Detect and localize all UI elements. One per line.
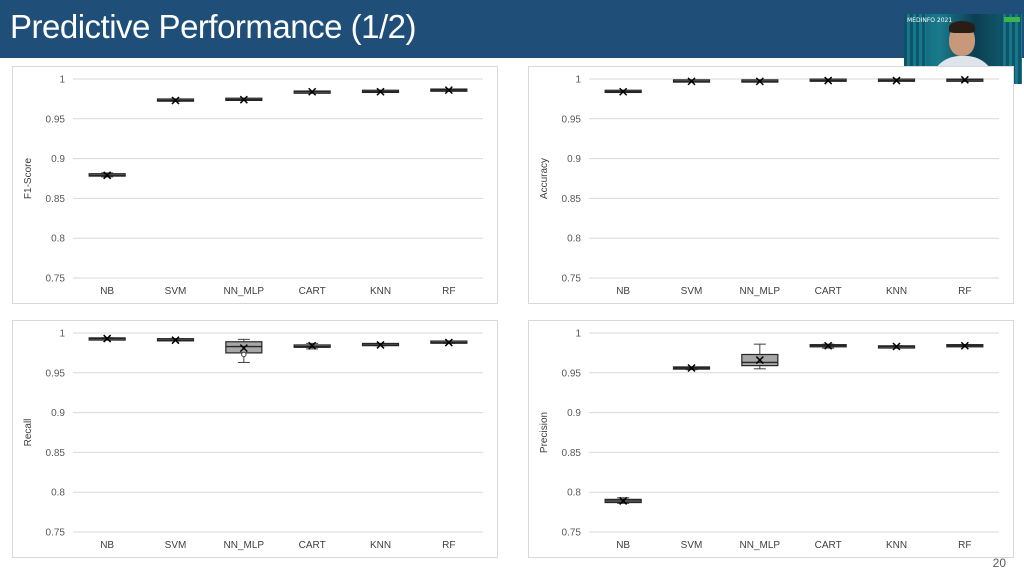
x-tick-label: NN_MLP — [224, 286, 265, 297]
x-tick-label: KNN — [886, 286, 907, 297]
mean-marker — [619, 496, 628, 505]
y-tick-label: 0.9 — [51, 154, 65, 165]
mean-marker — [171, 96, 180, 105]
mean-marker — [239, 344, 248, 353]
x-tick-label: CART — [815, 286, 842, 297]
x-tick-label: SVM — [165, 540, 187, 551]
video-overlay-text: MEDINFO 2021 — [907, 17, 953, 24]
x-tick-label: RF — [958, 286, 971, 297]
x-tick-label: NN_MLP — [740, 286, 781, 297]
mean-marker — [103, 171, 112, 180]
y-tick-label: 0.75 — [562, 274, 582, 285]
mean-marker — [892, 76, 901, 85]
x-tick-label: KNN — [886, 540, 907, 551]
title-bar: Predictive Performance (1/2) — [0, 0, 1024, 58]
x-tick-label: RF — [442, 540, 455, 551]
mean-marker — [892, 342, 901, 351]
x-tick-label: NN_MLP — [224, 540, 265, 551]
y-tick-label: 0.95 — [562, 368, 582, 379]
mean-marker — [687, 77, 696, 86]
chart-panel-precision: 0.75 0.8 0.85 0.9 0.95 1 Precision NB SVM NN_MLP C… — [528, 320, 1014, 558]
y-tick-label: 0.75 — [46, 528, 66, 539]
y-tick-label: 0.9 — [51, 408, 65, 419]
x-tick-label: RF — [442, 286, 455, 297]
chart-panel-f1-score: 0.75 0.8 0.85 0.9 0.95 1 F1-Score NB SVM NN_MLP CA… — [12, 66, 498, 304]
y-tick-label: 0.75 — [46, 274, 66, 285]
y-tick-label: 1 — [59, 75, 65, 86]
y-tick-label: 0.8 — [51, 488, 65, 499]
y-tick-label: 0.8 — [567, 234, 581, 245]
mean-marker — [687, 363, 696, 373]
mean-marker — [755, 356, 764, 365]
y-tick-label: 0.95 — [46, 114, 66, 125]
mean-marker — [239, 95, 248, 104]
x-tick-label: SVM — [681, 286, 703, 297]
x-tick-label: CART — [815, 540, 842, 551]
box-plot-svg: 0.75 0.8 0.85 0.9 0.95 1 F1-Score NB SVM NN_MLP CA… — [23, 75, 483, 297]
y-tick-label: 0.85 — [46, 194, 66, 205]
mean-marker — [376, 87, 385, 96]
y-axis-label: F1-Score — [23, 158, 34, 200]
y-tick-label: 0.9 — [567, 154, 581, 165]
y-tick-label: 1 — [575, 75, 581, 86]
y-tick-label: 0.75 — [562, 528, 582, 539]
mean-marker — [103, 334, 112, 343]
mean-marker — [960, 75, 969, 84]
x-tick-label: RF — [958, 540, 971, 551]
x-tick-label: KNN — [370, 540, 391, 551]
box-plot-svg: 0.75 0.8 0.85 0.9 0.95 1 Accuracy NB SVM NN_MLP CA… — [539, 75, 999, 297]
mean-marker — [444, 338, 453, 347]
x-tick-label: CART — [299, 540, 326, 551]
mean-marker — [308, 87, 317, 96]
y-tick-label: 0.8 — [567, 488, 581, 499]
page-number: 20 — [992, 556, 1006, 570]
mean-marker — [755, 77, 764, 86]
y-axis-label: Recall — [23, 419, 34, 447]
y-tick-label: 0.85 — [562, 194, 582, 205]
x-tick-label: CART — [299, 286, 326, 297]
mean-marker — [619, 87, 628, 96]
y-tick-label: 1 — [59, 329, 65, 340]
x-tick-label: NB — [616, 540, 630, 551]
mean-marker — [171, 336, 180, 345]
y-tick-label: 0.85 — [46, 448, 66, 459]
outlier-point — [241, 351, 247, 358]
y-axis-label: Precision — [539, 412, 550, 453]
y-tick-label: 0.85 — [562, 448, 582, 459]
mean-marker — [960, 341, 969, 350]
mean-marker — [376, 340, 385, 349]
y-tick-label: 0.9 — [567, 408, 581, 419]
x-tick-label: SVM — [165, 286, 187, 297]
x-tick-label: NB — [100, 540, 114, 551]
x-tick-label: NB — [100, 286, 114, 297]
y-tick-label: 1 — [575, 329, 581, 340]
slide-title: Predictive Performance (1/2) — [10, 8, 417, 45]
y-tick-label: 0.95 — [46, 368, 66, 379]
x-tick-label: KNN — [370, 286, 391, 297]
x-tick-label: NB — [616, 286, 630, 297]
x-tick-label: NN_MLP — [740, 540, 781, 551]
box-plot-svg: 0.75 0.8 0.85 0.9 0.95 1 Precision NB SVM NN_MLP C… — [539, 329, 999, 551]
chart-panel-recall: 0.75 0.8 0.85 0.9 0.95 1 Recall NB SVM NN_MLP CART… — [12, 320, 498, 558]
y-axis-label: Accuracy — [539, 158, 550, 199]
mean-marker — [824, 341, 833, 350]
presenter-hair — [949, 21, 975, 33]
y-tick-label: 0.8 — [51, 234, 65, 245]
mean-marker — [308, 341, 317, 350]
chart-panel-accuracy: 0.75 0.8 0.85 0.9 0.95 1 Accuracy NB SVM NN_MLP CA… — [528, 66, 1014, 304]
mean-marker — [824, 76, 833, 85]
sponsor-logo — [1004, 17, 1020, 22]
y-tick-label: 0.95 — [562, 114, 582, 125]
x-tick-label: SVM — [681, 540, 703, 551]
mean-marker — [444, 86, 453, 95]
box-plot-svg: 0.75 0.8 0.85 0.9 0.95 1 Recall NB SVM NN_MLP CART… — [23, 329, 483, 551]
